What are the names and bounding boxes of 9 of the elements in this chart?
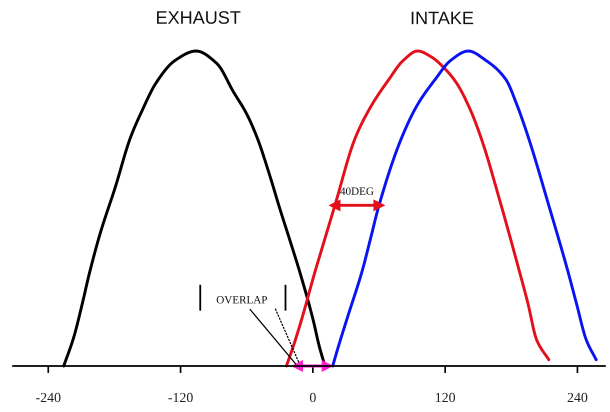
annotation: 40DEG — [340, 187, 374, 195]
annotation: EXHAUST — [157, 11, 240, 24]
text: INTAKE — [412, 12, 474, 24]
x-tick-label: -240 — [36, 392, 60, 402]
annotation: OVERLAP — [216, 296, 268, 304]
x-tick-label: 240 — [568, 392, 588, 402]
x-tick-label: -120 — [168, 392, 193, 402]
x-tick-label: 0 — [310, 392, 316, 402]
x-tick-label: 120 — [436, 392, 456, 402]
